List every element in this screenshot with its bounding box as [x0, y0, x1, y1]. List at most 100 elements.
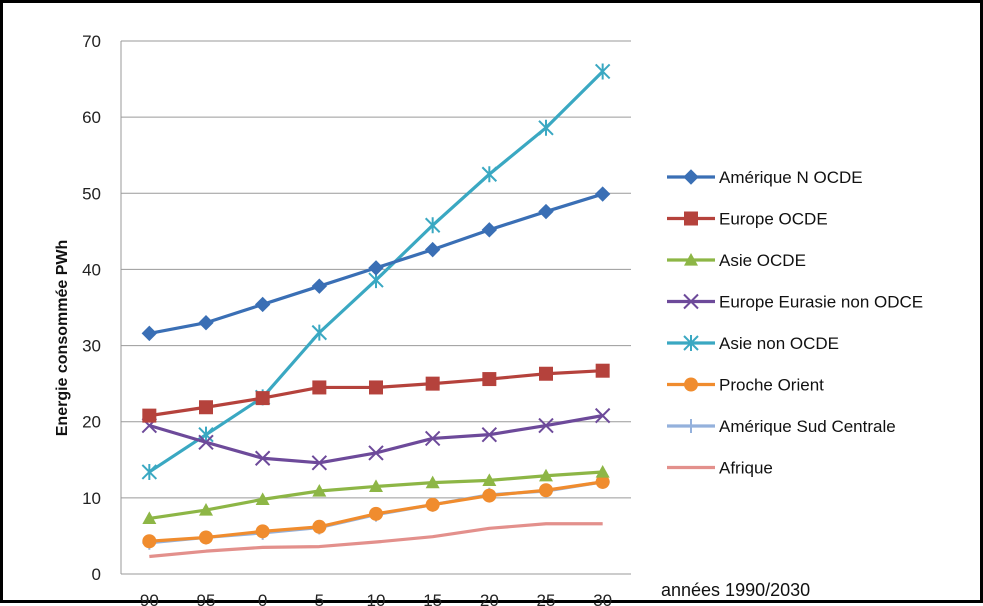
legend-item: Europe OCDE — [667, 210, 828, 229]
legend-item: Amérique N OCDE — [667, 168, 863, 187]
data-point — [595, 464, 610, 478]
data-point — [369, 479, 383, 493]
legend-marker — [683, 169, 699, 185]
x-axis-note: années 1990/2030 — [661, 580, 810, 600]
line-chart: 0 10 20 30 40 50 60 70 90 95 0 5 10 15 20 25 30 Amériqu… — [54, 32, 923, 606]
data-point — [198, 315, 214, 331]
legend-item: Amérique Sud Centrale — [667, 417, 896, 436]
legend-item: Afrique — [667, 459, 773, 478]
y-tick-label: 20 — [82, 413, 101, 432]
data-point — [425, 475, 440, 489]
x-tick-label: 30 — [593, 591, 612, 606]
data-point — [312, 519, 327, 534]
data-point — [425, 376, 440, 391]
legend-marker — [683, 335, 699, 351]
data-point — [369, 380, 383, 395]
data-point — [538, 203, 554, 220]
y-tick-label: 50 — [82, 184, 101, 203]
legend-item: Europe Eurasie non ODCE — [667, 293, 923, 312]
legend-marker — [684, 419, 698, 433]
y-tick-label: 30 — [82, 337, 101, 356]
data-point — [594, 186, 611, 202]
data-point — [424, 241, 441, 258]
legend-item: Asie non OCDE — [667, 334, 839, 353]
data-point — [594, 63, 611, 80]
data-point — [199, 400, 213, 415]
series-4 — [141, 63, 611, 480]
data-point — [539, 366, 553, 381]
legend-label: Afrique — [719, 459, 773, 478]
data-point — [595, 474, 610, 489]
y-tick-label: 70 — [82, 32, 101, 51]
x-tick-label: 10 — [367, 591, 386, 606]
series-7 — [149, 522, 603, 559]
data-point — [482, 488, 497, 503]
data-point — [368, 260, 384, 276]
series-0 — [141, 186, 611, 342]
series-line — [148, 414, 603, 465]
data-point — [311, 324, 328, 341]
data-point — [482, 372, 497, 387]
x-tick-label: 25 — [537, 591, 556, 606]
y-tick-label: 0 — [92, 565, 101, 584]
data-point — [482, 473, 497, 486]
data-point — [368, 445, 384, 461]
legend-label: Europe OCDE — [719, 210, 828, 229]
data-point — [199, 530, 213, 545]
x-tick-label: 90 — [140, 591, 159, 606]
data-point — [425, 497, 440, 512]
data-point — [539, 468, 553, 482]
series-group — [141, 63, 611, 559]
series-3 — [141, 407, 611, 471]
series-line — [149, 522, 603, 559]
y-axis-label: Energie consommée PWh — [54, 240, 71, 437]
y-axis-ticks: 0 10 20 30 40 50 60 70 — [82, 32, 101, 584]
data-point — [142, 511, 157, 525]
legend-label: Amérique N OCDE — [719, 168, 863, 187]
data-point — [311, 455, 328, 471]
series-2 — [142, 464, 610, 525]
y-tick-label: 60 — [82, 108, 101, 127]
x-tick-label: 20 — [480, 591, 499, 606]
data-point — [481, 426, 498, 443]
y-tick-label: 10 — [82, 489, 101, 508]
data-point — [142, 534, 157, 549]
legend-item: Proche Orient — [667, 376, 824, 395]
data-point — [255, 391, 270, 406]
legend-label: Asie non OCDE — [719, 334, 839, 353]
data-point — [538, 119, 554, 136]
x-tick-label: 0 — [258, 591, 267, 606]
legend: Amérique N OCDE Europe OCDE Asie OCDE Europ… — [667, 168, 923, 478]
legend-label: Europe Eurasie non ODCE — [719, 293, 923, 312]
data-point — [141, 463, 158, 480]
series-5 — [142, 474, 610, 549]
data-point — [199, 503, 213, 516]
x-tick-label: 5 — [315, 591, 324, 606]
data-point — [369, 506, 383, 521]
legend-marker — [684, 253, 698, 266]
data-point — [481, 222, 498, 238]
data-point — [538, 417, 554, 434]
data-point — [141, 325, 158, 342]
data-point — [594, 407, 611, 424]
data-point — [595, 363, 610, 378]
data-point — [198, 434, 214, 450]
x-tick-label: 95 — [197, 591, 216, 606]
data-point — [481, 166, 498, 183]
data-point — [255, 524, 270, 539]
data-point — [254, 296, 271, 313]
data-point — [539, 483, 553, 498]
legend-label: Proche Orient — [719, 376, 824, 395]
legend-marker — [684, 211, 698, 226]
legend-marker — [684, 377, 698, 392]
data-point — [424, 217, 441, 234]
data-point — [142, 408, 157, 423]
legend-label: Amérique Sud Centrale — [719, 417, 896, 436]
y-tick-label: 40 — [82, 260, 101, 279]
legend-item: Asie OCDE — [667, 251, 806, 270]
x-tick-label: 15 — [423, 591, 442, 606]
x-axis-ticks: 90 95 0 5 10 15 20 25 30 — [140, 591, 612, 606]
data-point — [312, 380, 327, 395]
data-point — [254, 450, 271, 466]
